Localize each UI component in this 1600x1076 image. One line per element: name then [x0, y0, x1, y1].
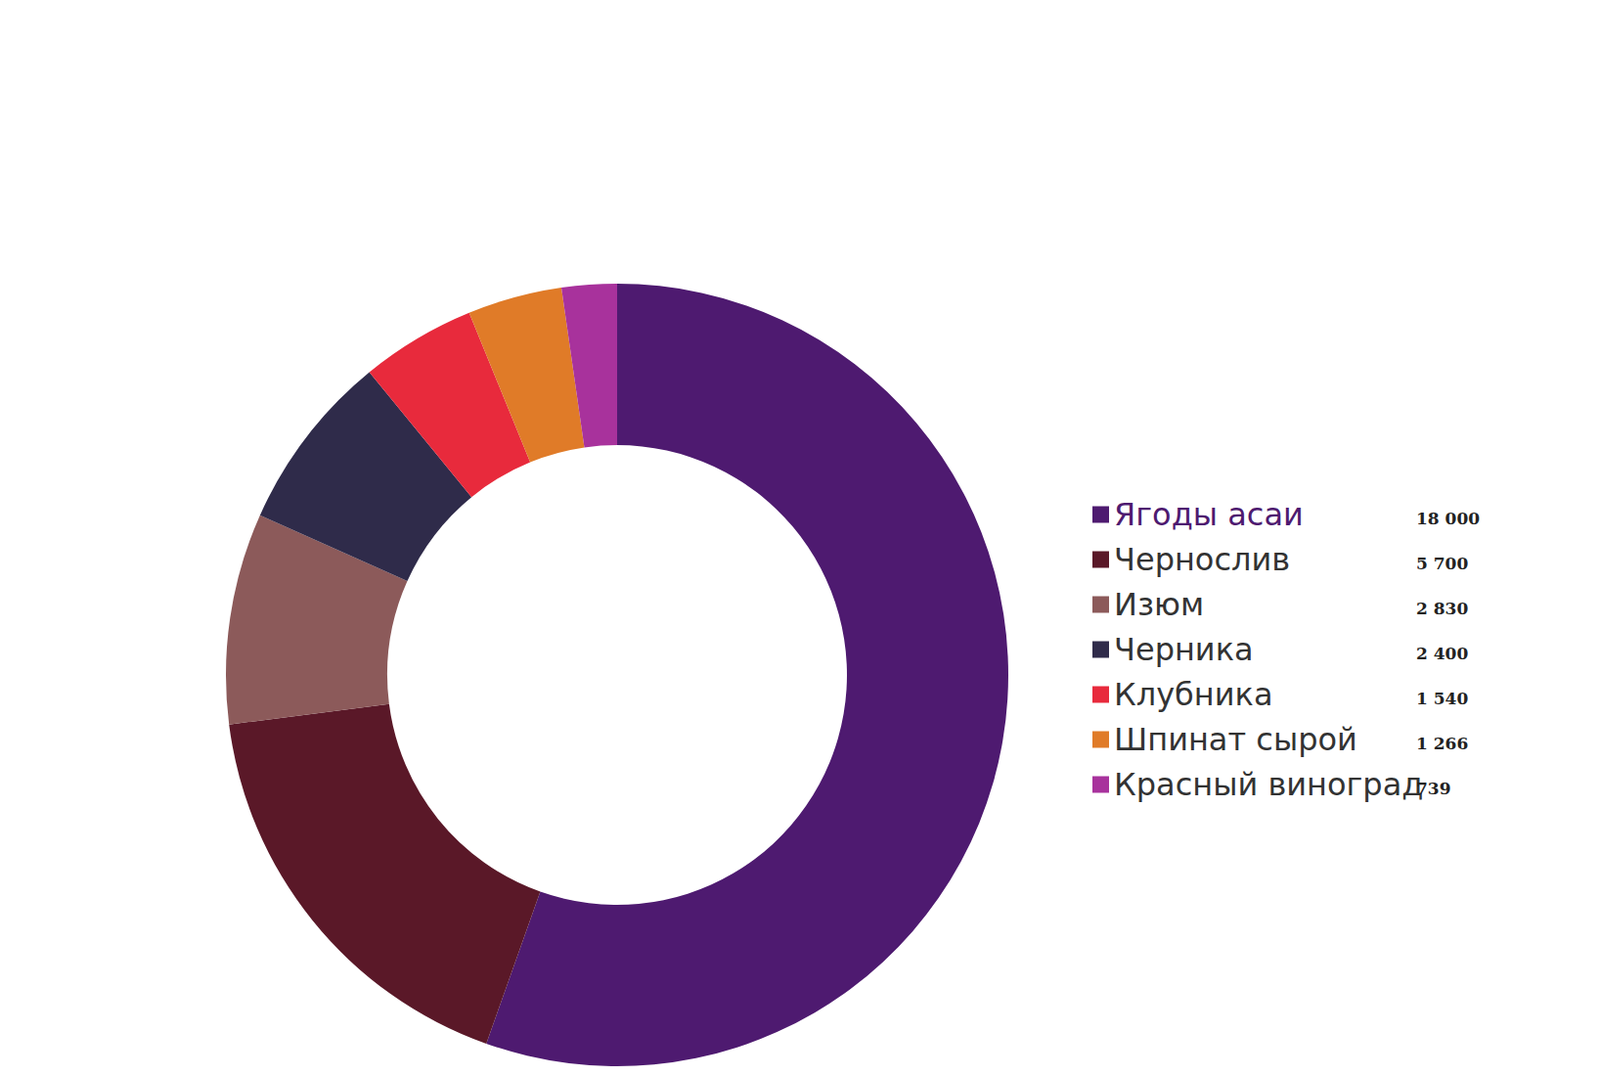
svg-text:2 400: 2 400 [1416, 643, 1468, 664]
svg-text:739: 739 [1416, 778, 1452, 799]
svg-text:18 000: 18 000 [1416, 508, 1480, 529]
svg-text:Изюм: Изюм [1113, 585, 1204, 623]
svg-text:Ягоды асаи: Ягоды асаи [1113, 495, 1304, 534]
svg-text:Красный виноград: Красный виноград [1113, 765, 1423, 803]
svg-text:Чернослив: Чернослив [1113, 540, 1290, 578]
svg-text:1 266: 1 266 [1416, 733, 1468, 754]
svg-text:1 540: 1 540 [1416, 688, 1468, 709]
svg-text:Клубника: Клубника [1113, 675, 1274, 713]
svg-text:Черника: Черника [1113, 630, 1254, 668]
svg-text:Шпинат сырой: Шпинат сырой [1113, 720, 1358, 758]
svg-text:5 700: 5 700 [1416, 553, 1468, 574]
svg-text:2 830: 2 830 [1416, 598, 1468, 619]
